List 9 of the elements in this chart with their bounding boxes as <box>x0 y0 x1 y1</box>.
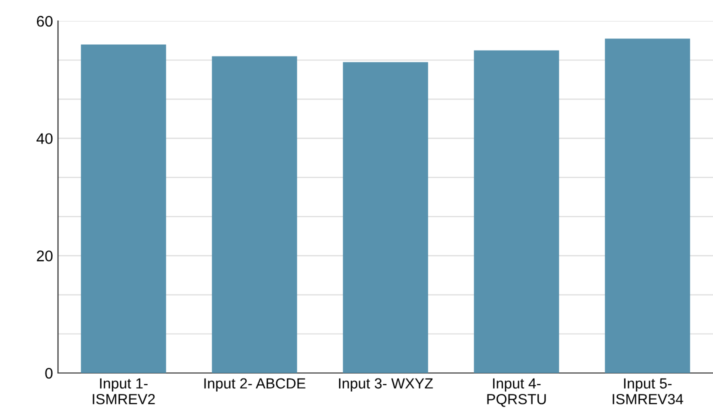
x-tick-label: Input 1- ISMREV2 <box>92 378 155 404</box>
x-tick-label: Input 3- WXYZ <box>339 378 433 392</box>
y-tick-label: 60 <box>36 16 53 27</box>
x-tick-label: Input 2- ABCDE <box>204 378 306 392</box>
y-tick-label: 0 <box>45 368 53 379</box>
y-tick-label: 20 <box>36 250 53 262</box>
x-tick-label: Input 5- ISMREV34 <box>612 378 684 404</box>
x-tick-label: Input 4- PQRSTU <box>487 378 546 407</box>
y-tick-label: 40 <box>36 133 53 144</box>
